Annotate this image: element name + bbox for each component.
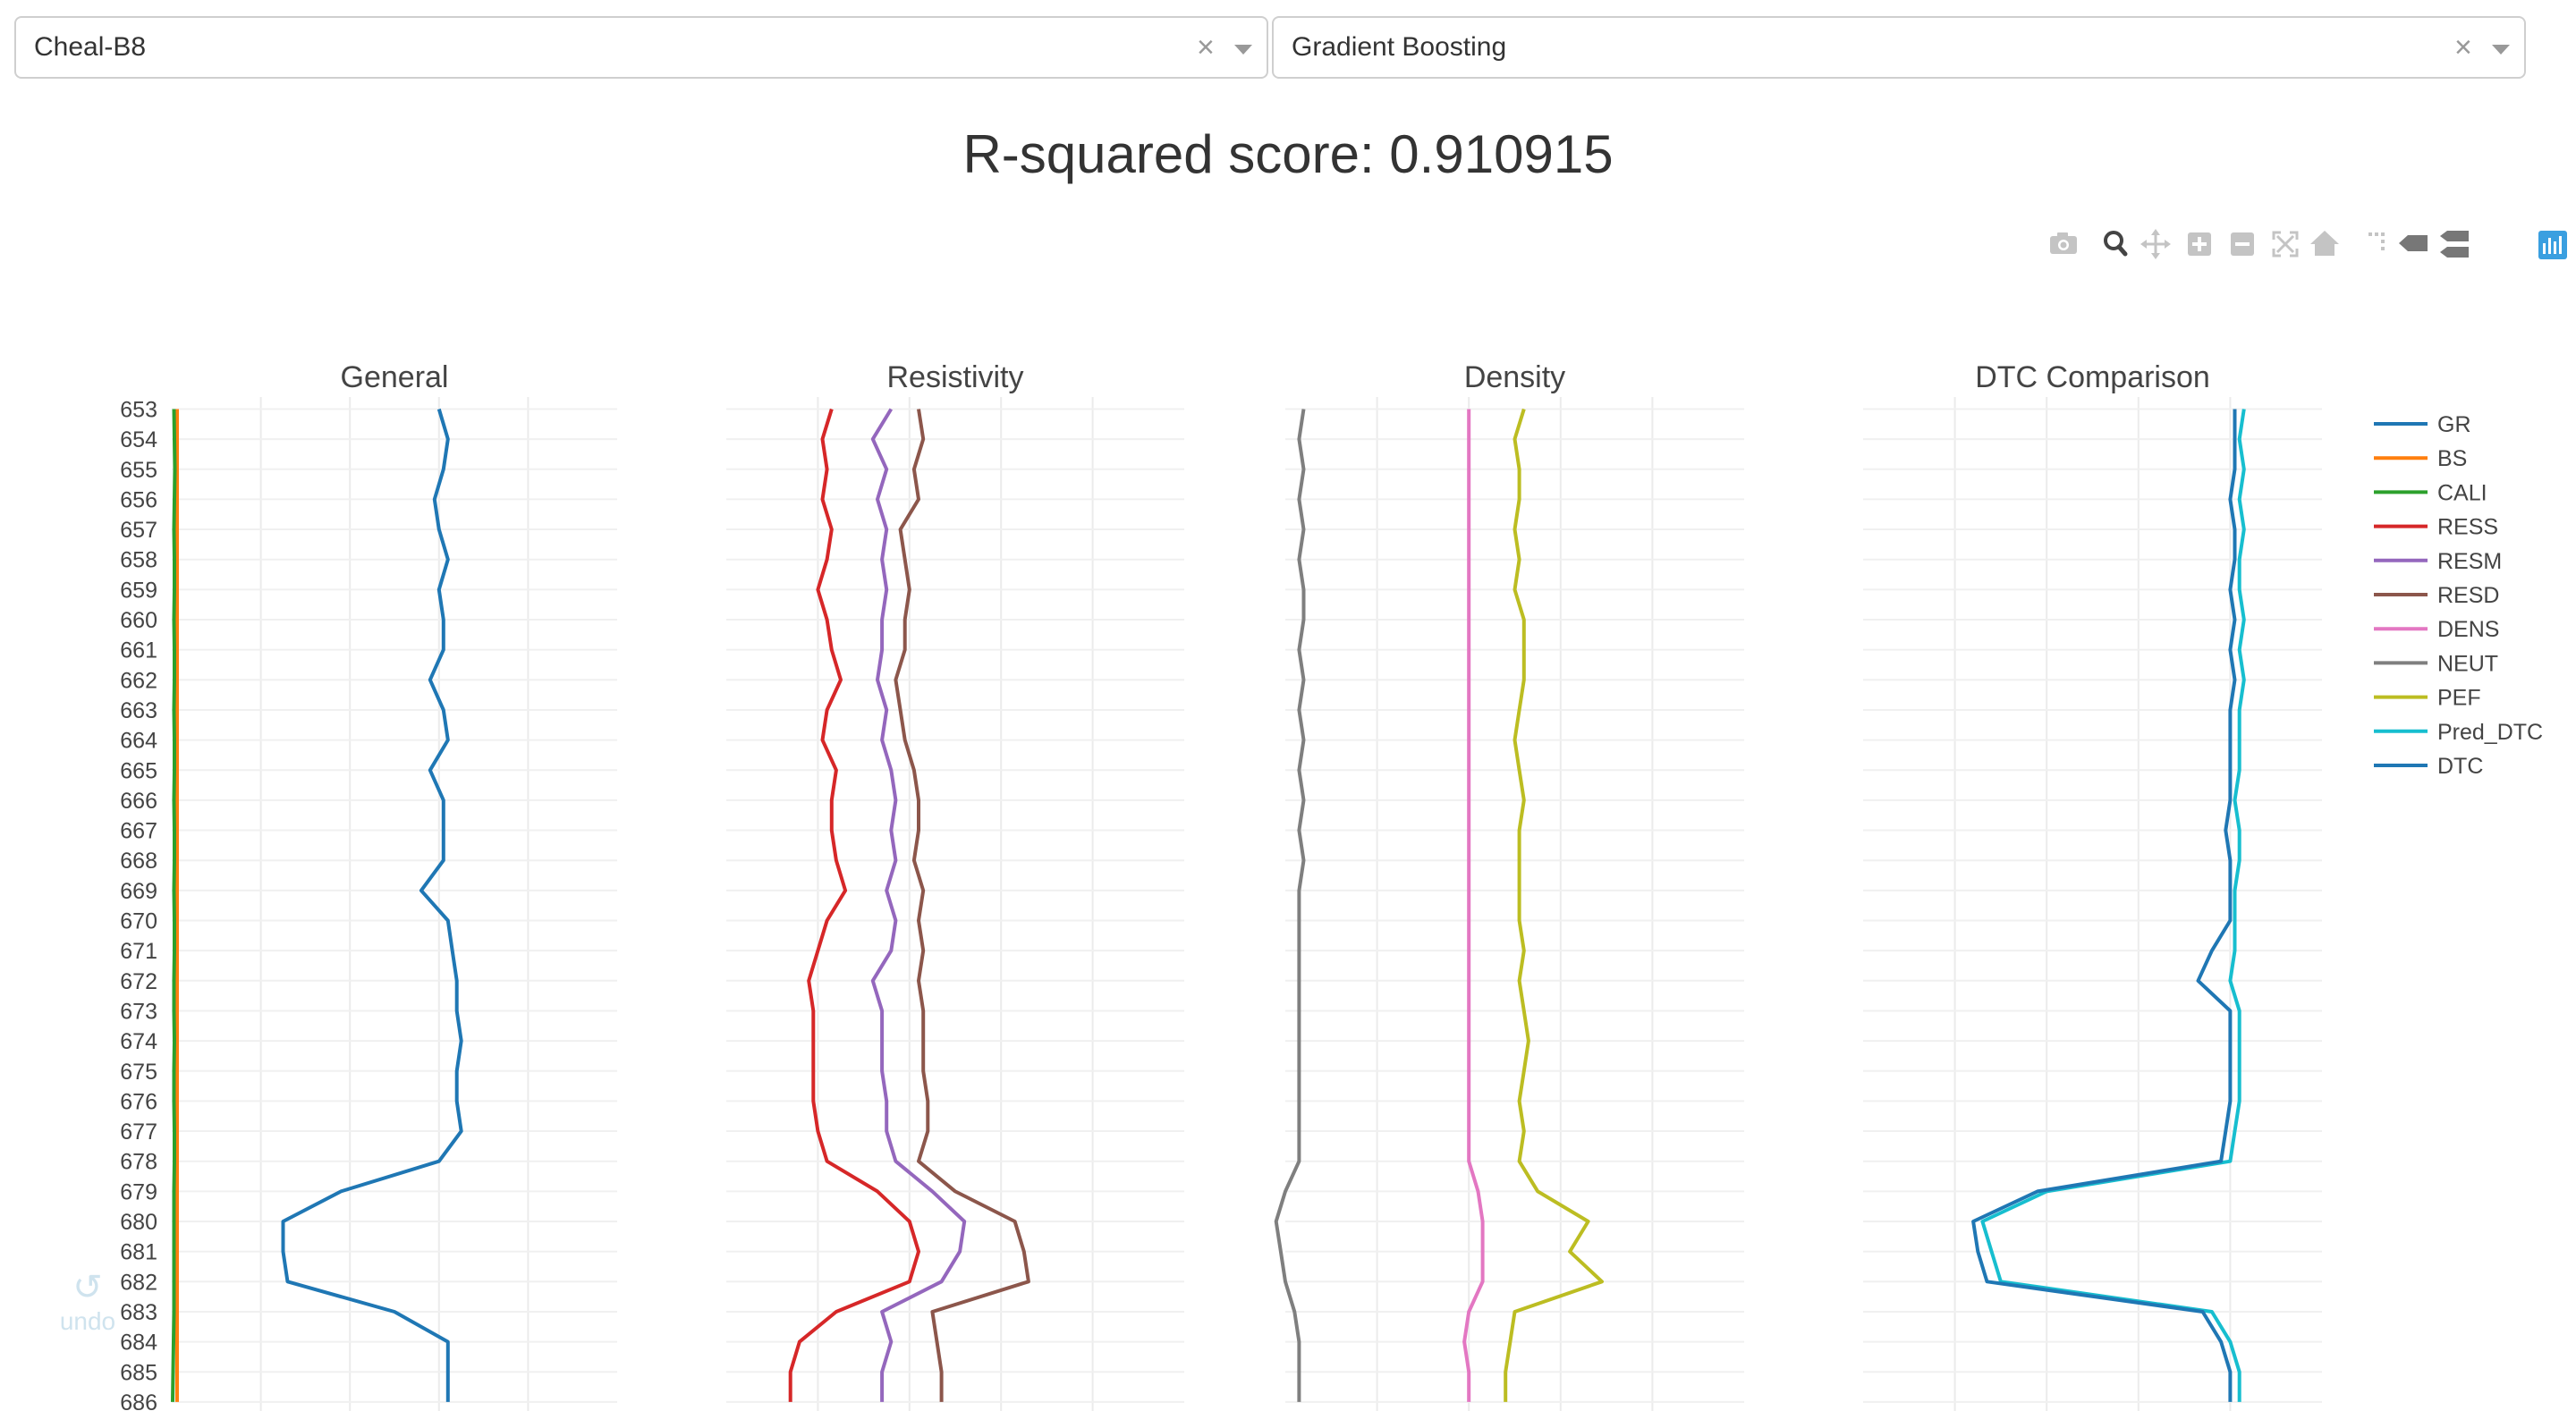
y-tick-label: 678 (120, 1150, 157, 1175)
panel-title: General (341, 360, 449, 394)
y-tick-label: 673 (120, 999, 157, 1024)
series-line-pred_dtc (1980, 409, 2246, 1402)
panel-title: Resistivity (886, 360, 1023, 394)
hover-closest-icon[interactable] (2399, 235, 2428, 251)
y-tick-label: 677 (120, 1120, 157, 1145)
legend-label-bs[interactable]: BS (2437, 446, 2467, 471)
y-tick-label: 662 (120, 668, 157, 693)
y-tick-label: 675 (120, 1060, 157, 1085)
y-tick-label: 680 (120, 1210, 157, 1235)
series-line-dens (1462, 409, 1485, 1402)
model-select-value: Gradient Boosting (1292, 32, 1507, 62)
y-tick-label: 669 (120, 879, 157, 904)
hover-compare-icon[interactable] (2440, 231, 2469, 258)
page-title: R-squared score: 0.910915 (962, 124, 1614, 184)
zoom-out-icon[interactable] (2231, 232, 2254, 256)
legend-label-dens[interactable]: DENS (2437, 617, 2499, 642)
plot-modebar (2050, 229, 2567, 259)
chevron-down-icon[interactable] (2492, 45, 2510, 55)
y-tick-label: 660 (120, 608, 157, 633)
legend-label-dtc[interactable]: DTC (2437, 754, 2483, 779)
plotly-logo-icon[interactable] (2538, 231, 2567, 259)
series-line-ress (788, 408, 920, 1402)
y-tick-label: 655 (120, 458, 157, 483)
y-tick-label: 668 (120, 849, 157, 874)
series-line-resd (894, 409, 1030, 1402)
y-tick-label: 659 (120, 578, 157, 603)
series-line-resm (870, 408, 967, 1402)
y-tick-label: 657 (120, 518, 157, 543)
camera-icon[interactable] (2050, 232, 2077, 254)
legend-label-pef[interactable]: PEF (2437, 686, 2481, 711)
y-tick-label: 672 (120, 969, 157, 994)
y-tick-label: 658 (120, 548, 157, 573)
pan-icon[interactable] (2140, 229, 2171, 259)
undo-label: undo (59, 1307, 116, 1335)
legend-label-pred_dtc[interactable]: Pred_DTC (2437, 720, 2543, 745)
clear-icon[interactable]: × (1197, 30, 1215, 64)
panel-title: Density (1464, 360, 1565, 394)
clear-icon[interactable]: × (2454, 30, 2472, 64)
well-select-value: Cheal-B8 (34, 32, 147, 62)
series-line-neut (1274, 409, 1306, 1402)
reset-axes-icon[interactable] (2310, 231, 2339, 256)
model-select[interactable]: Gradient Boosting × (1272, 16, 2526, 79)
spike-lines-icon[interactable] (2368, 232, 2385, 250)
zoom-icon[interactable] (2104, 231, 2128, 257)
y-tick-label: 676 (120, 1089, 157, 1114)
legend-label-cali[interactable]: CALI (2437, 480, 2487, 505)
series-line-gr (281, 408, 463, 1402)
y-tick-label: 679 (120, 1179, 157, 1204)
y-tick-label: 685 (120, 1360, 157, 1385)
legend-label-ress[interactable]: RESS (2437, 515, 2498, 540)
y-tick-label: 667 (120, 819, 157, 844)
well-select[interactable]: Cheal-B8 × (14, 16, 1268, 79)
legend-label-resd[interactable]: RESD (2437, 583, 2499, 608)
series-line-dtc (1971, 409, 2237, 1402)
legend-label-gr[interactable]: GR (2437, 412, 2471, 437)
y-tick-label: 681 (120, 1240, 157, 1265)
legend-label-resm[interactable]: RESM (2437, 549, 2502, 574)
y-tick-label: 665 (120, 758, 157, 783)
series-line-cali (171, 409, 177, 1402)
y-tick-label: 682 (120, 1270, 157, 1295)
y-tick-label: 656 (120, 487, 157, 512)
y-tick-label: 666 (120, 789, 157, 814)
y-tick-label: 671 (120, 939, 157, 964)
chevron-down-icon[interactable] (1234, 45, 1252, 55)
y-tick-label: 653 (120, 397, 157, 422)
autoscale-icon[interactable] (2272, 231, 2299, 258)
y-tick-label: 686 (120, 1390, 157, 1411)
y-tick-label: 664 (120, 729, 157, 754)
series-line-pef (1504, 408, 1604, 1402)
y-tick-label: 661 (120, 638, 157, 663)
y-tick-label: 674 (120, 1029, 157, 1054)
undo-icon: ↺ (72, 1268, 103, 1307)
y-tick-label: 684 (120, 1331, 157, 1356)
undo-button[interactable]: ↺ undo (52, 1268, 123, 1357)
y-tick-label: 663 (120, 698, 157, 723)
zoom-in-icon[interactable] (2188, 232, 2211, 256)
y-tick-label: 670 (120, 909, 157, 934)
y-tick-label: 683 (120, 1300, 157, 1325)
legend-label-neut[interactable]: NEUT (2437, 651, 2498, 676)
panel-title: DTC Comparison (1975, 360, 2210, 394)
y-tick-label: 654 (120, 427, 157, 452)
